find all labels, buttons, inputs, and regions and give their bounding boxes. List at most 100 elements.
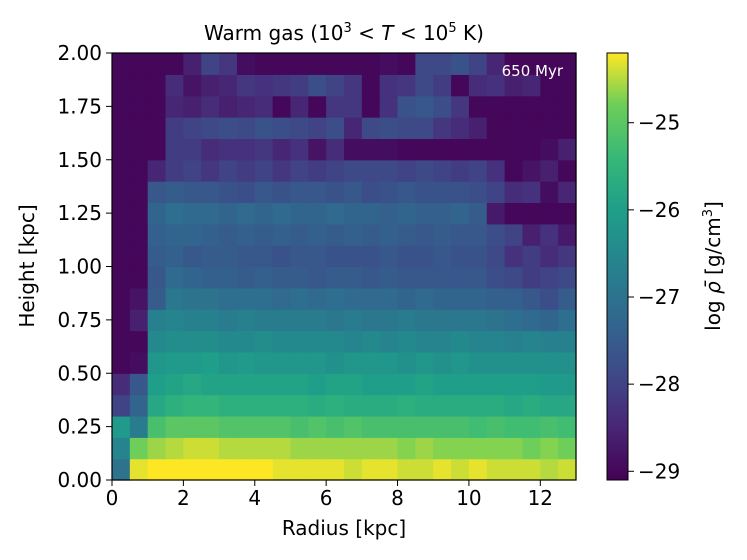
heatmap-cell [326,415,345,438]
heatmap-cell [397,95,416,118]
heatmap-cell [522,266,541,289]
heatmap-cell [468,138,488,161]
heatmap-cell [486,138,506,161]
heatmap-cell [183,351,202,374]
heatmap-cell [129,287,149,310]
heatmap-cell [201,458,220,481]
heatmap-cell [165,223,184,246]
heatmap-cell [254,373,274,396]
heatmap-cell [379,159,399,182]
heatmap-cell [468,159,488,182]
heatmap-cell [219,351,238,374]
heatmap-cell [415,223,434,246]
heatmap-cell [361,266,381,289]
heatmap-cell [361,138,381,161]
heatmap-cell [326,95,345,118]
heatmap-cell [219,330,238,353]
heatmap-cell [361,53,381,75]
heatmap-cell [415,287,434,310]
heatmap-cell [397,437,416,460]
heatmap-cell [415,245,434,268]
heatmap-cell [451,394,470,417]
heatmap-cell [504,223,524,246]
heatmap-cell [522,351,541,374]
heatmap-cell [522,117,541,139]
heatmap-cell [361,202,381,225]
heatmap-cell [433,351,452,374]
y-axis-label: Height [kpc] [15,204,39,327]
heatmap-cell [344,309,363,332]
heatmap-cell [112,181,131,204]
heatmap-cell [290,74,309,97]
heatmap-cell [129,330,149,353]
heatmap-cell [397,266,416,289]
heatmap-cell [326,223,345,246]
heatmap-cell [183,330,202,353]
heatmap-cell [236,202,256,225]
heatmap-cell [129,181,149,204]
heatmap-cell [272,53,292,75]
x-tick-label: 8 [391,486,404,510]
heatmap-cell [540,330,559,353]
heatmap-cell [326,53,345,75]
heatmap-cell [201,117,220,139]
heatmap-cell [112,415,131,438]
heatmap-cell [433,458,452,481]
heatmap-cell [165,266,184,289]
heatmap-cell [201,223,220,246]
heatmap-cell [236,287,256,310]
heatmap-cell [219,437,238,460]
heatmap-cell [129,223,149,246]
heatmap-cell [254,223,274,246]
heatmap-cell [486,458,506,481]
heatmap-cell [558,351,577,374]
heatmap-cell [112,458,131,481]
heatmap-cell [112,53,131,75]
heatmap-cell [112,437,131,460]
heatmap-cell [129,458,149,481]
heatmap-cell [147,53,167,75]
y-axis: 0.00 0.25 0.50 0.75 1.00 1.25 1.50 1.75 2.00 [57,41,112,492]
colorbar-tick-label: −29 [638,459,680,483]
heatmap-cell [540,437,559,460]
heatmap-cell [236,415,256,438]
heatmap-cell [290,245,309,268]
heatmap-cell [308,159,327,182]
heatmap-cell [272,245,292,268]
heatmap-cell [558,95,577,118]
heatmap-cell [415,159,434,182]
heatmap-cell [308,458,327,481]
heatmap-cell [433,138,452,161]
heatmap-cell [433,266,452,289]
heatmap-cell [468,202,488,225]
heatmap-cell [415,437,434,460]
heatmap-cell [486,266,506,289]
heatmap-cell [558,74,577,97]
heatmap-cell [344,287,363,310]
heatmap-cell [451,181,470,204]
heatmap-cell [254,53,274,75]
heatmap-cell [254,415,274,438]
heatmap-cell [415,373,434,396]
heatmap-cell [326,138,345,161]
heatmap-cell [201,95,220,118]
heatmap-cell [183,159,202,182]
heatmap-cell [504,437,524,460]
heatmap-cell [165,458,184,481]
heatmap-cell [379,458,399,481]
heatmap-cell [397,74,416,97]
heatmap-cell [540,138,559,161]
heatmap-cell [308,373,327,396]
heatmap-cell [468,117,488,139]
heatmap-cell [344,394,363,417]
heatmap-cell [183,202,202,225]
heatmap-cell [379,202,399,225]
heatmap-cell [397,138,416,161]
heatmap-cell [254,287,274,310]
heatmap-cell [344,95,363,118]
heatmap-cell [165,373,184,396]
heatmap-cell [451,437,470,460]
y-tick-label: 0.00 [57,468,102,492]
heatmap-cell [308,330,327,353]
heatmap-cell [183,181,202,204]
